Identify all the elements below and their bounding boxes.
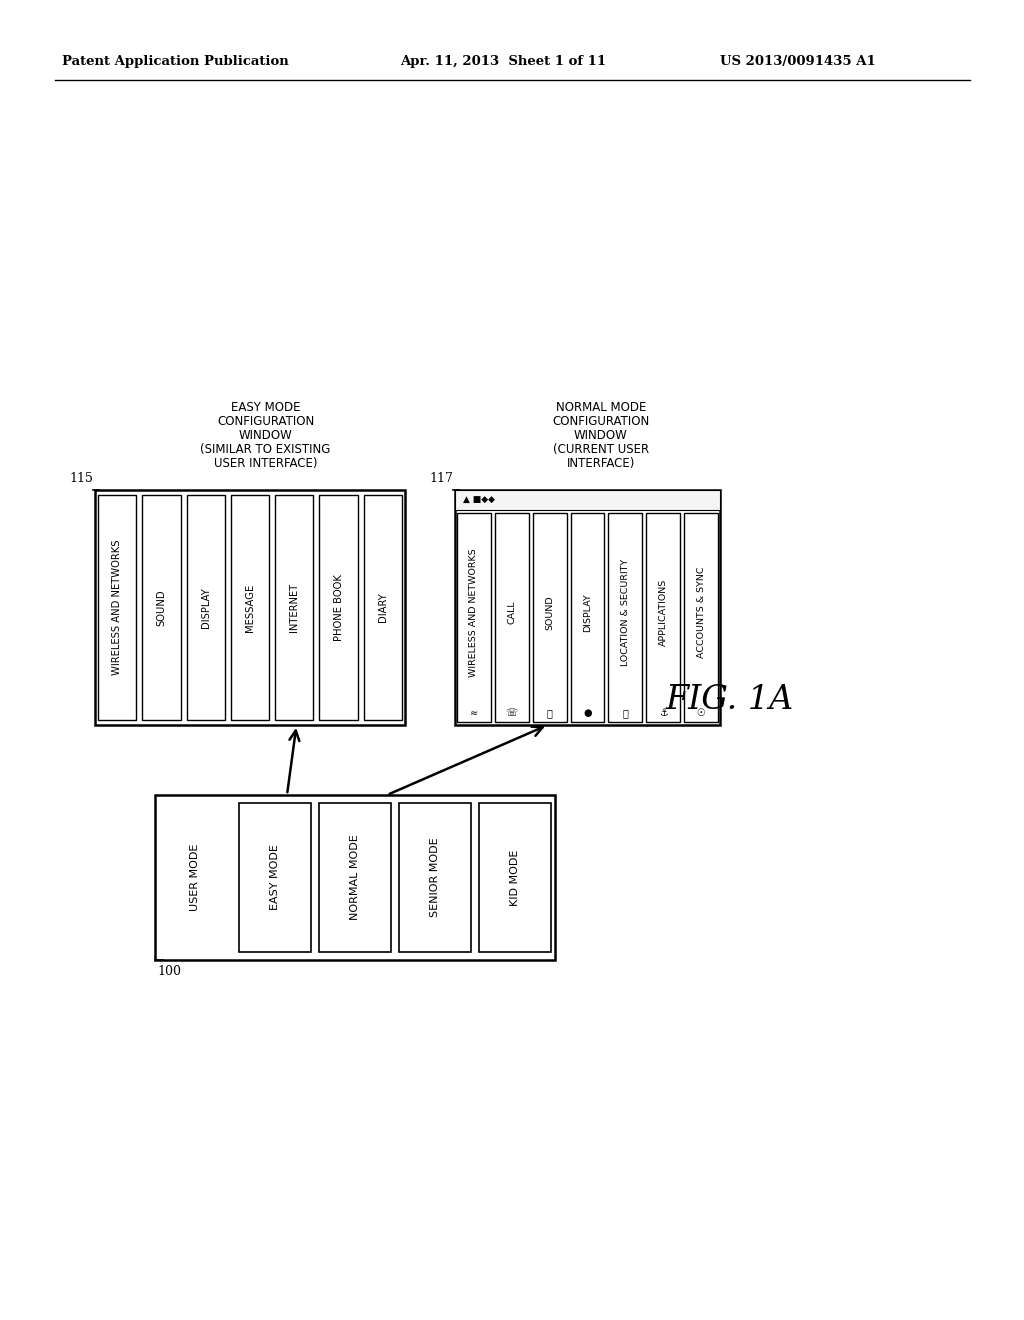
Text: EASY MODE: EASY MODE — [230, 401, 300, 414]
Bar — [364, 495, 402, 719]
Text: WIRELESS AND NETWORKS: WIRELESS AND NETWORKS — [469, 548, 478, 677]
Text: PHONE BOOK: PHONE BOOK — [334, 574, 344, 642]
Text: (CURRENT USER: (CURRENT USER — [553, 444, 649, 455]
Text: FIG. 1A: FIG. 1A — [666, 684, 795, 715]
Bar — [399, 803, 471, 952]
Text: ☉: ☉ — [696, 708, 706, 718]
Bar — [532, 513, 566, 722]
Bar — [186, 495, 225, 719]
Text: USER INTERFACE): USER INTERFACE) — [214, 457, 317, 470]
Bar — [608, 513, 642, 722]
Bar — [98, 495, 136, 719]
Text: ⚓: ⚓ — [658, 708, 668, 718]
Text: 🔊: 🔊 — [547, 708, 553, 718]
Bar — [455, 490, 720, 510]
Text: ▲ ■◆◆: ▲ ■◆◆ — [463, 495, 495, 504]
Text: ≈: ≈ — [470, 708, 478, 718]
Bar — [319, 803, 391, 952]
Bar — [457, 513, 490, 722]
Text: 115: 115 — [70, 473, 93, 484]
Text: SOUND: SOUND — [545, 595, 554, 630]
Text: 100: 100 — [157, 965, 181, 978]
Text: WINDOW: WINDOW — [573, 429, 628, 442]
Text: MESSAGE: MESSAGE — [245, 583, 255, 632]
Text: APPLICATIONS: APPLICATIONS — [658, 579, 668, 645]
Bar — [684, 513, 718, 722]
Text: ●: ● — [584, 708, 592, 718]
Text: WIRELESS AND NETWORKS: WIRELESS AND NETWORKS — [113, 540, 122, 676]
Bar — [239, 803, 311, 952]
Text: Apr. 11, 2013  Sheet 1 of 11: Apr. 11, 2013 Sheet 1 of 11 — [400, 55, 606, 69]
Text: DIARY: DIARY — [378, 593, 388, 622]
Text: USER MODE: USER MODE — [190, 843, 200, 911]
Text: WINDOW: WINDOW — [239, 429, 293, 442]
Text: KID MODE: KID MODE — [510, 849, 520, 906]
Text: INTERFACE): INTERFACE) — [566, 457, 635, 470]
Text: US 2013/0091435 A1: US 2013/0091435 A1 — [720, 55, 876, 69]
Text: Patent Application Publication: Patent Application Publication — [62, 55, 289, 69]
Text: ACCOUNTS & SYNC: ACCOUNTS & SYNC — [696, 566, 706, 659]
Text: DISPLAY: DISPLAY — [583, 593, 592, 632]
Text: EASY MODE: EASY MODE — [270, 845, 280, 911]
Bar — [230, 495, 269, 719]
Text: NORMAL MODE: NORMAL MODE — [556, 401, 646, 414]
Text: CONFIGURATION: CONFIGURATION — [552, 414, 649, 428]
Bar — [142, 495, 180, 719]
Bar — [155, 795, 555, 960]
Bar — [646, 513, 680, 722]
Text: DISPLAY: DISPLAY — [201, 587, 211, 628]
Text: 🔒: 🔒 — [623, 708, 629, 718]
Text: ☏: ☏ — [506, 708, 518, 718]
Text: (SIMILAR TO EXISTING: (SIMILAR TO EXISTING — [201, 444, 331, 455]
Bar — [455, 490, 720, 725]
Bar — [275, 495, 313, 719]
Bar — [95, 490, 406, 725]
Bar — [479, 803, 551, 952]
Bar — [570, 513, 604, 722]
Text: SOUND: SOUND — [157, 589, 167, 626]
Bar — [319, 495, 357, 719]
Text: INTERNET: INTERNET — [290, 583, 299, 632]
Text: LOCATION & SECURITY: LOCATION & SECURITY — [621, 558, 630, 667]
Text: CONFIGURATION: CONFIGURATION — [217, 414, 314, 428]
Text: 117: 117 — [429, 473, 453, 484]
Text: CALL: CALL — [507, 601, 516, 624]
Bar — [495, 513, 528, 722]
Text: NORMAL MODE: NORMAL MODE — [350, 834, 360, 920]
Text: SENIOR MODE: SENIOR MODE — [430, 838, 440, 917]
